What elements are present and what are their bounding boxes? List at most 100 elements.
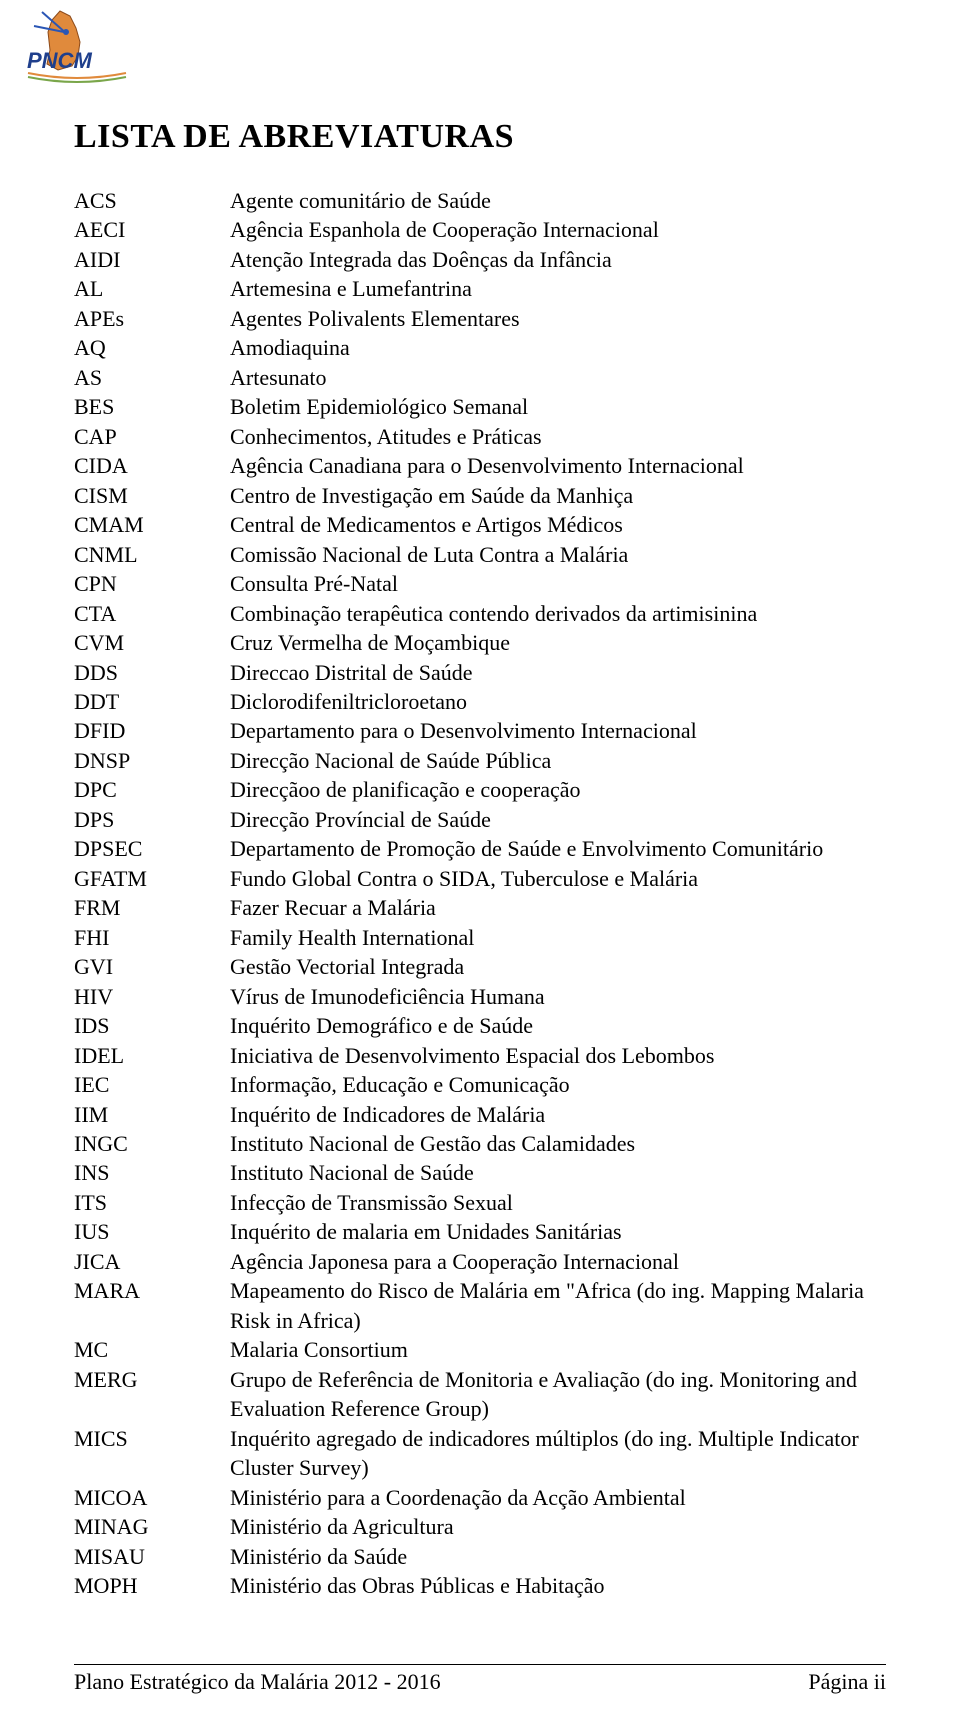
abbr-definition: Comissão Nacional de Luta Contra a Malár…	[230, 540, 886, 569]
footer-right: Página ii	[808, 1669, 886, 1695]
abbr-entry: CTACombinação terapêutica contendo deriv…	[74, 599, 886, 628]
abbr-term: AS	[74, 363, 230, 392]
abbr-entry: FRMFazer Recuar a Malária	[74, 893, 886, 922]
abbr-definition: Agência Japonesa para a Cooperação Inter…	[230, 1247, 886, 1276]
abbr-term: INS	[74, 1158, 230, 1187]
abbr-definition: Combinação terapêutica contendo derivado…	[230, 599, 886, 628]
abbreviation-list: ACSAgente comunitário de SaúdeAECIAgênci…	[74, 186, 886, 1601]
abbr-entry: MERGGrupo de Referência de Monitoria e A…	[74, 1365, 886, 1424]
abbr-term: GVI	[74, 952, 230, 981]
abbr-term: CISM	[74, 481, 230, 510]
footer-left: Plano Estratégico da Malária 2012 - 2016	[74, 1669, 441, 1695]
abbr-entry: DDSDireccao Distrital de Saúde	[74, 658, 886, 687]
abbr-term: DPSEC	[74, 834, 230, 863]
abbr-definition: Agência Canadiana para o Desenvolvimento…	[230, 451, 886, 480]
abbr-definition: Atenção Integrada das Doênças da Infânci…	[230, 245, 886, 274]
abbr-term: CMAM	[74, 510, 230, 539]
abbr-definition: Infecção de Transmissão Sexual	[230, 1188, 886, 1217]
abbr-entry: MARAMapeamento do Risco de Malária em "A…	[74, 1276, 886, 1335]
abbr-definition: Agente comunitário de Saúde	[230, 186, 886, 215]
abbr-entry: BESBoletim Epidemiológico Semanal	[74, 392, 886, 421]
abbr-definition: Direcção Províncial de Saúde	[230, 805, 886, 834]
abbr-definition: Fundo Global Contra o SIDA, Tuberculose …	[230, 864, 886, 893]
abbr-entry: MICSInquérito agregado de indicadores mú…	[74, 1424, 886, 1483]
abbr-term: IUS	[74, 1217, 230, 1246]
abbr-term: HIV	[74, 982, 230, 1011]
abbr-entry: CIDAAgência Canadiana para o Desenvolvim…	[74, 451, 886, 480]
abbr-entry: AECIAgência Espanhola de Cooperação Inte…	[74, 215, 886, 244]
abbr-definition: Ministério para a Coordenação da Acção A…	[230, 1483, 886, 1512]
abbr-term: CAP	[74, 422, 230, 451]
abbr-entry: AQAmodiaquina	[74, 333, 886, 362]
abbr-entry: CVMCruz Vermelha de Moçambique	[74, 628, 886, 657]
abbr-term: MICS	[74, 1424, 230, 1453]
abbr-definition: Ministério das Obras Públicas e Habitaçã…	[230, 1571, 886, 1600]
abbr-definition: Vírus de Imunodeficiência Humana	[230, 982, 886, 1011]
abbr-definition: Agentes Polivalents Elementares	[230, 304, 886, 333]
abbr-entry: CISMCentro de Investigação em Saúde da M…	[74, 481, 886, 510]
abbr-entry: MINAGMinistério da Agricultura	[74, 1512, 886, 1541]
abbr-term: ACS	[74, 186, 230, 215]
abbr-definition: Fazer Recuar a Malária	[230, 893, 886, 922]
abbr-entry: INSInstituto Nacional de Saúde	[74, 1158, 886, 1187]
abbr-definition: Ministério da Agricultura	[230, 1512, 886, 1541]
abbr-entry: MOPHMinistério das Obras Públicas e Habi…	[74, 1571, 886, 1600]
abbr-definition: Departamento para o Desenvolvimento Inte…	[230, 716, 886, 745]
abbr-definition: Iniciativa de Desenvolvimento Espacial d…	[230, 1041, 886, 1070]
abbr-term: FRM	[74, 893, 230, 922]
document-content: LISTA DE ABREVIATURAS ACSAgente comunitá…	[74, 28, 886, 1601]
abbr-definition: Diclorodifeniltricloroetano	[230, 687, 886, 716]
abbr-entry: IECInformação, Educação e Comunicação	[74, 1070, 886, 1099]
abbr-entry: DPCDirecçãoo de planificação e cooperaçã…	[74, 775, 886, 804]
abbr-definition: Boletim Epidemiológico Semanal	[230, 392, 886, 421]
abbr-term: AL	[74, 274, 230, 303]
abbr-entry: CMAMCentral de Medicamentos e Artigos Mé…	[74, 510, 886, 539]
abbr-term: AQ	[74, 333, 230, 362]
abbr-entry: INGCInstituto Nacional de Gestão das Cal…	[74, 1129, 886, 1158]
abbr-definition: Informação, Educação e Comunicação	[230, 1070, 886, 1099]
abbr-entry: GFATMFundo Global Contra o SIDA, Tubercu…	[74, 864, 886, 893]
abbr-entry: IIMInquérito de Indicadores de Malária	[74, 1100, 886, 1129]
abbr-entry: ACSAgente comunitário de Saúde	[74, 186, 886, 215]
abbr-entry: APEsAgentes Polivalents Elementares	[74, 304, 886, 333]
abbr-entry: CNMLComissão Nacional de Luta Contra a M…	[74, 540, 886, 569]
abbr-entry: MICOAMinistério para a Coordenação da Ac…	[74, 1483, 886, 1512]
abbr-term: GFATM	[74, 864, 230, 893]
abbr-definition: Amodiaquina	[230, 333, 886, 362]
abbr-term: MC	[74, 1335, 230, 1364]
logo: PNCM	[22, 6, 132, 84]
logo-text: PNCM	[27, 48, 92, 73]
abbr-term: BES	[74, 392, 230, 421]
abbr-term: IDEL	[74, 1041, 230, 1070]
abbr-entry: CPNConsulta Pré-Natal	[74, 569, 886, 598]
abbr-term: IEC	[74, 1070, 230, 1099]
abbr-definition: Instituto Nacional de Gestão das Calamid…	[230, 1129, 886, 1158]
abbr-definition: Direcçãoo de planificação e cooperação	[230, 775, 886, 804]
abbr-definition: Inquérito agregado de indicadores múltip…	[230, 1424, 886, 1483]
logo-swoosh-1	[28, 73, 126, 78]
abbr-term: MERG	[74, 1365, 230, 1394]
abbr-definition: Mapeamento do Risco de Malária em "Afric…	[230, 1276, 886, 1335]
abbr-term: DDT	[74, 687, 230, 716]
abbr-term: CVM	[74, 628, 230, 657]
abbr-entry: ASArtesunato	[74, 363, 886, 392]
abbr-definition: Centro de Investigação em Saúde da Manhi…	[230, 481, 886, 510]
abbr-term: DNSP	[74, 746, 230, 775]
page-title: LISTA DE ABREVIATURAS	[74, 118, 886, 156]
abbr-definition: Direccao Distrital de Saúde	[230, 658, 886, 687]
abbr-definition: Artemesina e Lumefantrina	[230, 274, 886, 303]
abbr-term: DPC	[74, 775, 230, 804]
abbr-term: CNML	[74, 540, 230, 569]
abbr-definition: Gestão Vectorial Integrada	[230, 952, 886, 981]
abbr-entry: MISAUMinistério da Saúde	[74, 1542, 886, 1571]
abbr-definition: Inquérito Demográfico e de Saúde	[230, 1011, 886, 1040]
abbr-entry: IUSInquérito de malaria em Unidades Sani…	[74, 1217, 886, 1246]
logo-mosquito-body	[63, 29, 69, 35]
abbr-term: DPS	[74, 805, 230, 834]
abbr-definition: Grupo de Referência de Monitoria e Avali…	[230, 1365, 886, 1424]
abbr-definition: Instituto Nacional de Saúde	[230, 1158, 886, 1187]
abbr-definition: Ministério da Saúde	[230, 1542, 886, 1571]
abbr-definition: Departamento de Promoção de Saúde e Envo…	[230, 834, 886, 863]
abbr-definition: Malaria Consortium	[230, 1335, 886, 1364]
abbr-definition: Conhecimentos, Atitudes e Práticas	[230, 422, 886, 451]
